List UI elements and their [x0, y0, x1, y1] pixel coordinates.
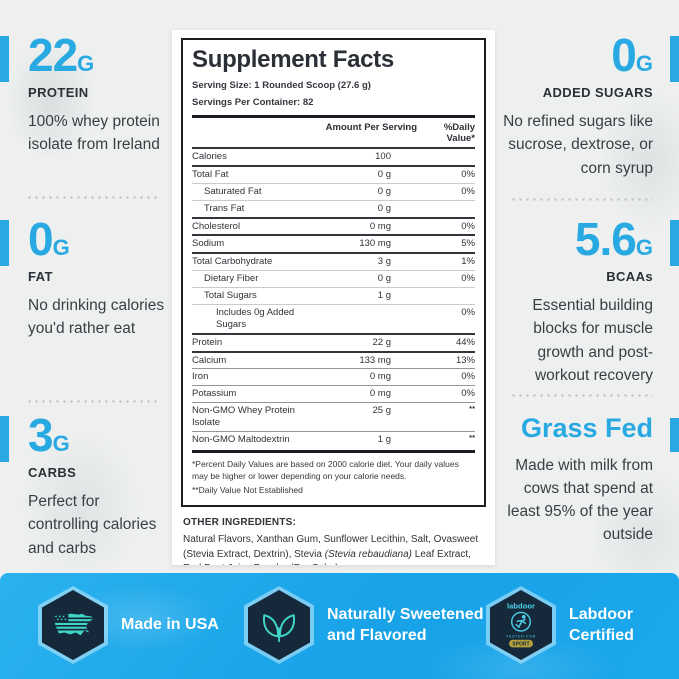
- table-row: Non-GMO Whey Protein Isolate 25 g **: [192, 402, 475, 431]
- table-row: Calcium 133 mg 13%: [192, 350, 475, 369]
- hexagon-ring: labdoor TESTED FOR SPORT: [486, 586, 556, 664]
- table-row: Non-GMO Maltodextrin 1 g **: [192, 430, 475, 448]
- panel-title: Supplement Facts: [192, 46, 394, 73]
- bcaas-desc: Essential building blocks for muscle gro…: [532, 297, 653, 384]
- footnote-not-established: **Daily Value Not Established: [192, 485, 303, 496]
- badge-naturally-sweetened: Naturally Sweetened and Flavored: [244, 586, 484, 664]
- table-row: Trans Fat 0 g: [192, 199, 475, 217]
- table-row: Total Sugars 1 g: [192, 287, 475, 304]
- accent-bar: [670, 418, 679, 452]
- bcaas-label: BCAAs: [606, 269, 653, 284]
- dotted-divider: [510, 394, 653, 397]
- protein-amount: 22G: [28, 29, 95, 81]
- grass-fed-heading: Grass Fed: [520, 413, 653, 443]
- table-row: Total Fat 0 g 0%: [192, 164, 475, 183]
- hexagon-ring: [38, 586, 108, 664]
- usa-map-icon: [42, 590, 104, 660]
- labdoor-sport-text: SPORT: [512, 641, 529, 647]
- labdoor-badge-icon: labdoor TESTED FOR SPORT: [490, 590, 552, 660]
- col-dv-header: %Daily Value*: [443, 122, 475, 144]
- accent-bar: [670, 36, 679, 82]
- stat-added-sugars: 0G ADDED SUGARS No refined sugars like s…: [500, 32, 679, 180]
- stat-carbs: 3G CARBS Perfect for controlling calorie…: [0, 412, 171, 560]
- serving-size: Serving Size: 1 Rounded Scoop (27.6 g): [192, 80, 371, 91]
- right-stats-column: 0G ADDED SUGARS No refined sugars like s…: [500, 0, 679, 573]
- badge-label: Labdoor Certified: [569, 605, 634, 644]
- supplement-facts-card: Supplement Facts Serving Size: 1 Rounded…: [172, 30, 495, 565]
- badge-labdoor-certified: labdoor TESTED FOR SPORT Labdoor Certifie…: [486, 586, 634, 664]
- stat-bcaas: 5.6G BCAAs Essential building blocks for…: [500, 216, 679, 387]
- labdoor-tested-for-text: TESTED FOR: [506, 635, 536, 639]
- servings-per-container: Servings Per Container: 82: [192, 97, 314, 108]
- other-ingredients-section: OTHER INGREDIENTS: Natural Flavors, Xant…: [183, 516, 484, 565]
- other-ingredients-heading: OTHER INGREDIENTS:: [183, 516, 297, 528]
- leaf-icon: [248, 590, 310, 660]
- carbs-label: CARBS: [28, 465, 77, 480]
- hexagon-ring: [244, 586, 314, 664]
- table-row: Includes 0g Added Sugars 0%: [192, 303, 475, 333]
- accent-bar: [0, 220, 9, 266]
- added-sugars-label: ADDED SUGARS: [542, 85, 653, 100]
- protein-desc: 100% whey protein isolate from Ireland: [28, 113, 160, 154]
- table-row: Potassium 0 mg 0%: [192, 385, 475, 402]
- footnote-daily-values: *Percent Daily Values are based on 2000 …: [192, 458, 459, 482]
- table-row: Total Carbohydrate 3 g 1%: [192, 252, 475, 270]
- badge-label: Naturally Sweetened and Flavored: [327, 605, 484, 644]
- other-ingredients-body: Natural Flavors, Xanthan Gum, Sunflower …: [183, 534, 479, 565]
- fat-desc: No drinking calories you'd rather eat: [28, 297, 165, 338]
- bcaas-amount: 5.6G: [574, 213, 653, 265]
- table-row: Cholesterol 0 mg 0%: [192, 216, 475, 235]
- footnotes: *Percent Daily Values are based on 2000 …: [192, 449, 475, 497]
- table-row: Protein 22 g 44%: [192, 332, 475, 351]
- fat-label: FAT: [28, 269, 53, 284]
- accent-bar: [0, 36, 9, 82]
- added-sugars-desc: No refined sugars like sucrose, dextrose…: [503, 113, 653, 177]
- fat-amount: 0G: [28, 213, 70, 265]
- thick-rule: [192, 115, 475, 118]
- carbs-amount: 3G: [28, 409, 70, 461]
- table-row: Saturated Fat 0 g 0%: [192, 182, 475, 200]
- stat-protein: 22G PROTEIN 100% whey protein isolate fr…: [0, 32, 171, 157]
- table-row: Sodium 130 mg 5%: [192, 234, 475, 252]
- stat-fat: 0G FAT No drinking calories you'd rather…: [0, 216, 171, 341]
- table-row: Calories 100: [192, 151, 391, 162]
- labdoor-brand-text: labdoor: [507, 602, 535, 611]
- supplement-facts-panel: Supplement Facts Serving Size: 1 Rounded…: [181, 38, 486, 507]
- accent-bar: [0, 416, 9, 462]
- dotted-divider: [26, 400, 161, 403]
- dotted-divider: [510, 198, 653, 201]
- badge-label: Made in USA: [121, 616, 219, 634]
- added-sugars-amount: 0G: [611, 29, 653, 81]
- badge-made-in-usa: Made in USA: [38, 586, 219, 664]
- col-amount-header: Amount Per Serving: [325, 122, 417, 133]
- table-row: Dietary Fiber 0 g 0%: [192, 270, 475, 287]
- footer-bar: Made in USA Naturally Sweetened and Flavo…: [0, 573, 679, 679]
- carbs-desc: Perfect for controlling calories and car…: [28, 493, 157, 557]
- table-row: Iron 0 mg 0%: [192, 368, 475, 385]
- protein-label: PROTEIN: [28, 85, 89, 100]
- table-header-row: Amount Per Serving %Daily Value*: [192, 118, 475, 149]
- stat-grass-fed: Grass Fed Made with milk from cows that …: [500, 413, 679, 547]
- dotted-divider: [26, 196, 161, 199]
- grass-fed-desc: Made with milk from cows that spend at l…: [507, 456, 653, 544]
- accent-bar: [670, 220, 679, 266]
- left-stats-column: 22G PROTEIN 100% whey protein isolate fr…: [0, 0, 171, 573]
